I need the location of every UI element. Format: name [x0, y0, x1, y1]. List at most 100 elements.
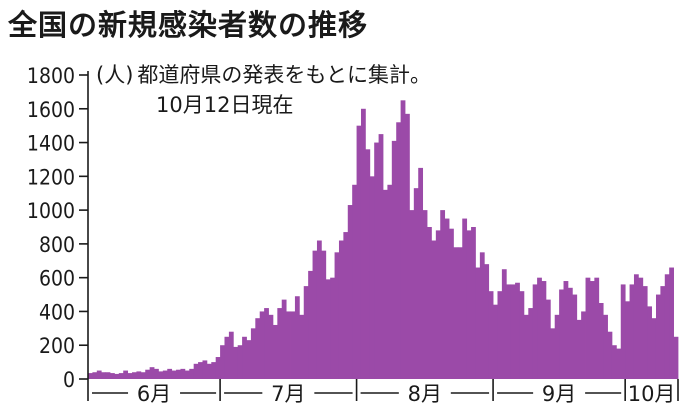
bar — [532, 284, 538, 379]
bar — [114, 373, 120, 379]
bar — [255, 318, 261, 379]
bar — [431, 240, 437, 379]
bar — [277, 308, 283, 379]
bar — [405, 113, 410, 379]
bar — [400, 100, 406, 379]
x-month-segment: 8月 — [355, 379, 490, 406]
bar — [132, 372, 137, 379]
bar — [176, 369, 181, 379]
bar — [589, 281, 595, 379]
bar — [110, 373, 115, 379]
x-month-label: 7月 — [271, 382, 305, 406]
bar — [347, 205, 353, 379]
bar — [418, 167, 424, 379]
bar — [206, 363, 212, 379]
bar — [576, 319, 582, 379]
bar — [281, 299, 287, 379]
x-month-segment: 10月 — [624, 379, 675, 406]
bar — [246, 340, 252, 379]
bar — [374, 142, 379, 379]
bar — [563, 281, 569, 379]
bar — [383, 189, 388, 379]
bar — [567, 287, 573, 379]
bar — [510, 284, 516, 379]
bar — [559, 289, 564, 379]
bar — [220, 345, 225, 379]
bar — [427, 227, 432, 379]
bar — [228, 331, 234, 379]
bar — [462, 218, 468, 379]
bar — [598, 303, 604, 379]
bar — [629, 284, 635, 379]
bar — [145, 369, 151, 379]
bar — [642, 286, 648, 379]
bar — [250, 328, 256, 379]
bar — [224, 336, 230, 379]
bar — [330, 277, 335, 379]
bar — [189, 368, 195, 379]
bar — [149, 367, 155, 379]
bar — [611, 345, 617, 379]
bar — [272, 324, 278, 379]
bar — [497, 291, 503, 379]
bar — [545, 299, 551, 379]
bar — [647, 306, 652, 379]
bar — [299, 314, 305, 379]
bar — [338, 240, 344, 379]
x-month-label: 6月 — [137, 382, 171, 406]
y-tick-label: 0 — [63, 368, 75, 392]
bar — [422, 210, 428, 379]
bar — [303, 286, 309, 379]
y-unit-label: (人) — [96, 63, 134, 87]
bar — [493, 304, 498, 379]
chart-note: (人) 都道府県の発表をもとに集計。 10月12日現在 — [96, 60, 431, 117]
bar — [669, 267, 674, 379]
bar — [457, 247, 463, 379]
bar — [449, 228, 454, 379]
bar — [88, 373, 93, 379]
bar — [343, 232, 349, 379]
bar — [391, 140, 397, 379]
bar — [105, 372, 111, 379]
y-tick-label: 600 — [39, 267, 75, 291]
bar — [268, 314, 274, 379]
bar — [673, 336, 679, 379]
bar — [312, 250, 318, 379]
bar — [475, 267, 481, 379]
bar — [365, 149, 371, 379]
bar — [581, 311, 586, 379]
bar — [655, 294, 661, 379]
bar — [325, 279, 331, 379]
bar — [154, 368, 159, 379]
bar — [136, 371, 142, 379]
bar — [409, 210, 415, 379]
bar — [118, 373, 124, 379]
bar — [488, 291, 494, 379]
bar — [162, 370, 168, 379]
bar — [242, 336, 247, 379]
bar — [167, 368, 173, 379]
bar — [523, 314, 529, 379]
bar — [308, 270, 313, 379]
bar — [616, 348, 622, 379]
bar — [603, 314, 608, 379]
y-tick-label: 800 — [39, 233, 75, 257]
bar — [290, 311, 296, 379]
bar — [519, 291, 525, 379]
bars-group — [88, 100, 679, 379]
x-month-segment: 7月 — [219, 379, 353, 406]
bar — [369, 176, 375, 379]
bar — [594, 277, 600, 379]
bar — [334, 252, 340, 379]
x-month-segment: 9月 — [492, 379, 622, 406]
bar — [528, 308, 534, 379]
x-month-segment: 6月 — [87, 379, 217, 406]
x-month-label: 8月 — [408, 382, 442, 406]
bar — [537, 277, 542, 379]
bar — [180, 368, 186, 379]
chart-title: 全国の新規感染者数の推移 — [8, 8, 369, 42]
y-tick-label: 200 — [39, 334, 75, 358]
bar — [444, 218, 450, 379]
bar — [123, 370, 129, 379]
